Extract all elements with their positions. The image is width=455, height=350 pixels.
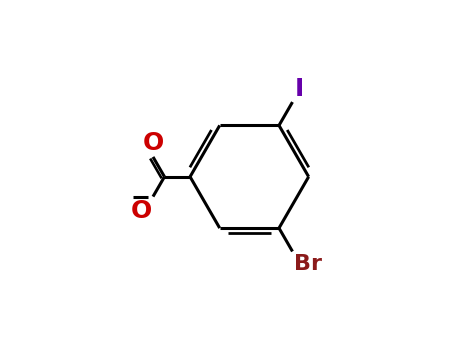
Text: O: O: [142, 131, 164, 155]
Text: O: O: [131, 199, 152, 223]
Text: I: I: [295, 77, 304, 101]
Text: Br: Br: [294, 254, 322, 274]
